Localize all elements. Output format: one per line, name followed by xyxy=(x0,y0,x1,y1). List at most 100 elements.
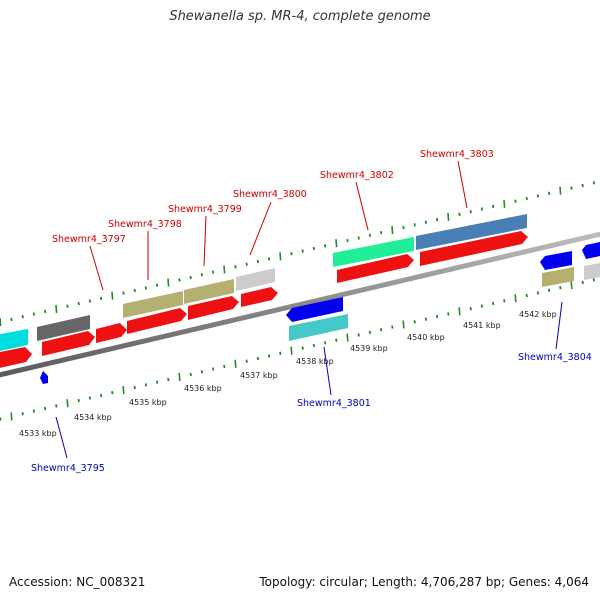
feature-cyan-gene[interactable] xyxy=(0,329,28,352)
feature-blue-gene-edge[interactable] xyxy=(582,241,600,259)
outer-tick-mark xyxy=(570,186,573,190)
inner-tick-mark xyxy=(592,278,596,282)
topology-info: Topology: circular; Length: 4,706,287 bp… xyxy=(259,575,589,589)
cds-arrow-2[interactable] xyxy=(42,331,95,356)
gene-label-3798[interactable]: Shewmr4_3798 xyxy=(108,219,182,230)
outer-tick-mark xyxy=(21,315,24,319)
inner-tick-mark xyxy=(581,280,584,285)
gene-label-3799[interactable]: Shewmr4_3799 xyxy=(168,204,242,215)
leader-3801 xyxy=(323,346,332,396)
outer-tick-mark xyxy=(144,286,148,290)
outer-tick-mark xyxy=(10,317,13,322)
outer-tick-mark xyxy=(223,265,226,274)
cds-arrow-3798[interactable] xyxy=(127,308,187,334)
inner-tick-mark xyxy=(111,391,114,395)
tick-label: 4534 kbp xyxy=(74,413,112,422)
outer-tick-mark xyxy=(435,217,439,222)
inner-tick-mark xyxy=(223,364,226,369)
gene-label-3804[interactable]: Shewmr4_3804 xyxy=(518,352,592,363)
inner-tick-mark xyxy=(267,354,271,358)
inner-tick-mark xyxy=(391,325,394,329)
feature-blue-gene-small[interactable] xyxy=(40,371,48,384)
feature-blue-gene-3804a[interactable] xyxy=(540,251,572,270)
cds-arrow-3803[interactable] xyxy=(420,231,528,266)
gene-label-3802[interactable]: Shewmr4_3802 xyxy=(320,170,394,181)
tick-label: 4541 kbp xyxy=(463,321,501,330)
leader-3803 xyxy=(457,160,468,209)
cds-arrow-1[interactable] xyxy=(0,347,32,369)
leader-3799 xyxy=(203,215,207,267)
cds-arrow-3800[interactable] xyxy=(241,287,278,307)
cds-arrow-3799[interactable] xyxy=(188,296,239,320)
outer-tick-mark xyxy=(0,317,2,327)
outer-tick-mark xyxy=(211,270,215,274)
tick-label: 4542 kbp xyxy=(519,310,557,319)
inner-tick-mark xyxy=(32,409,36,413)
genome-title: Shewanella sp. MR-4, complete genome xyxy=(169,9,431,24)
outer-tick-mark xyxy=(66,304,69,308)
outer-tick-mark xyxy=(379,231,383,235)
gene-label-3795[interactable]: Shewmr4_3795 xyxy=(31,463,105,474)
outer-tick-mark xyxy=(368,233,372,237)
inner-tick-mark xyxy=(469,307,472,311)
cds-arrow-3802[interactable] xyxy=(337,254,414,283)
inner-tick-mark xyxy=(178,372,181,382)
inner-tick-mark xyxy=(525,293,528,298)
inner-tick-mark xyxy=(413,320,416,324)
feature-steelblue-gene-3803[interactable] xyxy=(416,214,527,250)
outer-tick-mark xyxy=(323,244,327,248)
accession-label: Accession: NC_008321 xyxy=(9,575,146,589)
gene-label-3800[interactable]: Shewmr4_3800 xyxy=(233,189,307,200)
tick-label: 4535 kbp xyxy=(129,398,167,407)
inner-tick-mark xyxy=(447,312,450,316)
inner-tick-mark xyxy=(10,412,13,421)
sequence-backbone xyxy=(0,231,600,378)
outer-tick-mark xyxy=(122,291,125,295)
feature-blue-gene-3801[interactable] xyxy=(286,297,343,322)
gene-label-3797[interactable]: Shewmr4_3797 xyxy=(52,234,126,245)
feature-light-gray-gene-3800[interactable] xyxy=(236,268,275,291)
outer-tick-mark xyxy=(525,196,528,201)
tick-label: 4538 kbp xyxy=(296,357,334,366)
inner-tick-mark xyxy=(346,333,349,342)
features-layer xyxy=(0,214,600,384)
inner-tick-mark xyxy=(189,372,192,377)
inner-tick-mark xyxy=(368,330,372,334)
outer-tick-mark xyxy=(357,236,360,240)
inner-tick-mark xyxy=(66,399,69,408)
tick-label: 4536 kbp xyxy=(184,384,222,393)
feature-green-gene-3802[interactable] xyxy=(333,237,414,267)
inner-tick-mark xyxy=(290,346,293,355)
feature-olive-gene-3804[interactable] xyxy=(542,267,574,287)
feature-olive-gene-3799[interactable] xyxy=(184,279,234,304)
inner-tick-mark xyxy=(144,383,148,387)
gene-label-3801[interactable]: Shewmr4_3801 xyxy=(297,398,371,409)
outer-tick-mark xyxy=(88,299,92,303)
outer-tick-mark xyxy=(447,212,450,221)
feature-dark-gray-gene[interactable] xyxy=(37,315,90,341)
leader-3795 xyxy=(55,416,68,459)
gene-label-3803[interactable]: Shewmr4_3803 xyxy=(420,149,494,160)
outer-tick-mark xyxy=(256,259,260,264)
outer-tick-mark xyxy=(234,265,237,269)
outer-tick-mark xyxy=(245,262,248,266)
outer-tick-mark xyxy=(346,238,349,243)
feature-olive-gene-3798[interactable] xyxy=(123,291,183,318)
outer-tick-mark xyxy=(55,304,58,313)
inner-tick-mark xyxy=(424,317,428,321)
outer-tick-mark xyxy=(413,223,416,227)
outer-tick-mark xyxy=(111,291,114,300)
feature-light-gray-gene-edge[interactable] xyxy=(584,262,600,280)
inner-tick-mark xyxy=(245,359,248,363)
outer-tick-mark xyxy=(503,199,506,208)
inner-tick-mark xyxy=(559,286,562,290)
outer-tick-mark xyxy=(458,212,461,216)
cds-arrow-3[interactable] xyxy=(96,323,127,343)
outer-tick-mark xyxy=(424,220,428,224)
inner-tick-mark xyxy=(402,320,405,329)
inner-tick-mark xyxy=(379,328,383,332)
outer-tick-mark xyxy=(547,191,551,195)
feature-teal-gene[interactable] xyxy=(289,314,348,341)
outer-tick-mark xyxy=(290,252,293,256)
